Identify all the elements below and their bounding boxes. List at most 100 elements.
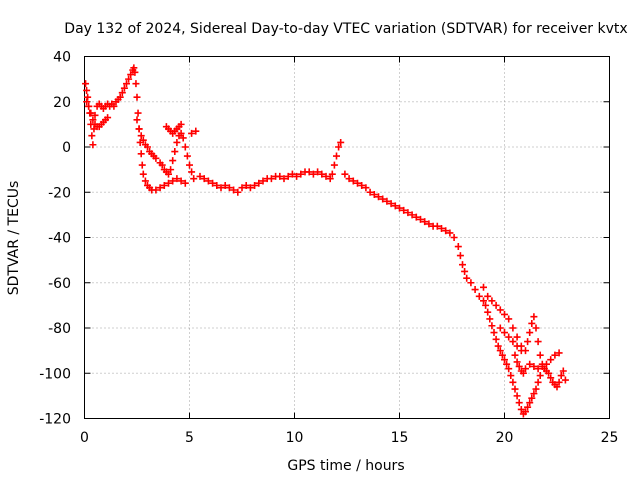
data-point [530,313,538,321]
data-point [482,301,490,309]
data-point [358,181,366,189]
data-point [167,166,175,174]
data-point [536,372,544,380]
data-point [543,360,550,368]
data-point [387,200,395,208]
data-point [255,179,263,187]
data-point [383,197,391,205]
data-points [82,64,569,418]
data-point [490,329,498,337]
data-point [144,143,151,151]
data-point [536,351,544,359]
data-point [524,403,532,411]
y-tick-label: -60 [48,276,71,292]
data-point [370,191,378,199]
data-point [511,385,519,393]
data-point [522,365,529,373]
data-point [532,324,540,332]
data-point [513,358,521,366]
data-point [85,102,93,110]
data-point [400,206,408,214]
data-point [209,179,217,187]
x-tick-label: 10 [286,430,304,446]
data-point [345,175,353,183]
data-point [341,170,349,178]
x-tick-label: 0 [80,430,89,446]
data-point [190,175,198,183]
data-point [131,68,139,76]
data-point [188,168,196,176]
data-point [165,170,172,178]
data-point [492,335,500,343]
data-point [561,376,569,384]
data-point [511,351,519,359]
data-point [83,98,91,106]
data-point [118,89,126,97]
data-point [354,179,361,187]
data-point [505,365,513,373]
data-point [173,175,181,183]
data-point [528,319,536,327]
data-point [181,179,189,187]
data-point [366,188,374,196]
data-point [551,351,559,359]
data-point [513,392,521,400]
data-point [404,209,412,217]
x-axis-label: GPS time / hours [287,458,404,474]
data-point [130,64,138,72]
data-point [116,93,124,101]
data-point [555,349,563,357]
data-point [133,93,141,101]
y-tick-label: -80 [48,321,71,337]
data-point [501,329,508,337]
data-point [288,170,296,178]
data-point [169,177,177,185]
data-point [314,168,322,176]
data-point [160,181,168,189]
data-point [328,170,336,178]
data-point [139,170,147,178]
data-point [188,129,196,137]
data-point [322,172,330,180]
data-point [181,143,189,151]
data-point [461,267,469,275]
y-tick-label: 0 [62,140,71,156]
data-point [91,111,99,119]
data-point [532,385,540,393]
data-point [183,152,191,160]
data-point [213,181,221,189]
data-point [179,134,187,142]
data-point [459,261,466,269]
data-point [152,154,160,162]
data-point [498,351,506,359]
data-point [484,308,492,316]
data-point [509,324,517,332]
data-point [545,369,553,377]
data-point [425,220,433,228]
data-point [284,172,292,180]
data-point [496,306,504,314]
y-tick-label: -100 [39,366,71,382]
data-point [87,109,95,117]
data-point [433,222,441,230]
data-point [528,394,536,402]
data-point [138,161,146,169]
data-point [522,408,529,416]
series-kvtx-d [396,204,544,418]
data-point [524,338,532,346]
data-point [534,338,542,346]
x-tick-label: 20 [496,430,514,446]
data-point [251,181,259,189]
data-point [326,175,334,183]
y-tick-label: -120 [39,412,71,428]
data-point [454,243,462,251]
data-point [494,342,502,350]
data-point [417,215,424,223]
data-point [486,315,494,323]
series-kvtx-c [196,138,399,210]
data-point [456,252,464,260]
data-point [293,172,301,180]
data-point [515,399,523,407]
data-point [484,292,492,300]
